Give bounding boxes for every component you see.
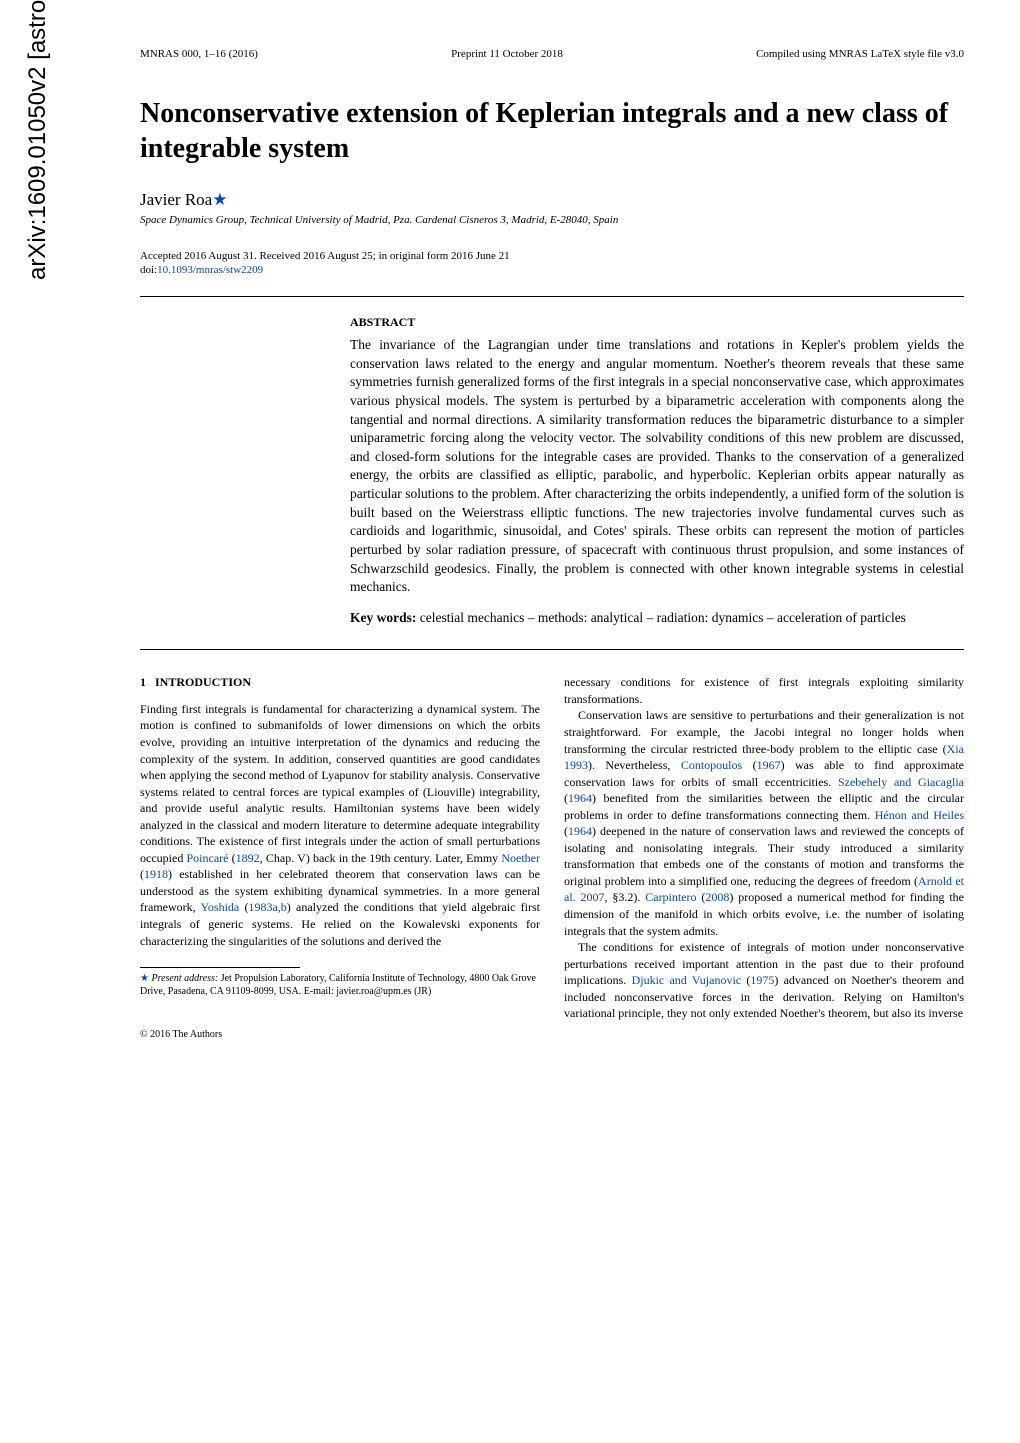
body-paragraph: Finding first integrals is fundamental f… [140, 701, 540, 949]
citation-link[interactable]: Szebehely and Giacaglia [838, 775, 964, 789]
citation-year-link[interactable]: 1983a,b [248, 900, 286, 914]
rule-top [140, 296, 964, 297]
citation-year-link[interactable]: 1892 [236, 851, 260, 865]
citation-link[interactable]: Poincaré [187, 851, 229, 865]
citation-link[interactable]: Djukic and Vujanovic [632, 973, 742, 987]
header-center: Preprint 11 October 2018 [451, 48, 563, 60]
rule-bottom [140, 649, 964, 650]
citation-year-link[interactable]: 1964 [568, 824, 592, 838]
citation-link[interactable]: Yoshida [200, 900, 239, 914]
doi-label: doi: [140, 264, 157, 276]
header-left: MNRAS 000, 1–16 (2016) [140, 48, 258, 60]
keywords-line: Key words: celestial mechanics – methods… [350, 609, 964, 628]
text-run: ) deepened in the nature of conservation… [564, 824, 964, 888]
footnote: ★ Present address: Jet Propulsion Labora… [140, 972, 540, 998]
body-paragraph: The conditions for existence of integral… [564, 939, 964, 1022]
header-right: Compiled using MNRAS LaTeX style file v3… [756, 48, 964, 60]
body-paragraph: necessary conditions for existence of fi… [564, 674, 964, 707]
doi-line: doi:10.1093/mnras/stw2209 [140, 264, 964, 276]
citation-year-link[interactable]: 1918 [144, 867, 168, 881]
abstract-text: The invariance of the Lagrangian under t… [350, 336, 964, 597]
body-columns: 1 INTRODUCTION Finding first integrals i… [140, 674, 964, 1042]
column-left: 1 INTRODUCTION Finding first integrals i… [140, 674, 540, 1042]
text-run: ( [742, 758, 756, 772]
author-line: Javier Roa★ [140, 190, 964, 210]
citation-link[interactable]: Hénon and Heiles [875, 808, 964, 822]
text-run: , Chap. V) back in the 19th century. Lat… [260, 851, 502, 865]
abstract-heading: ABSTRACT [350, 315, 964, 330]
running-header: MNRAS 000, 1–16 (2016) Preprint 11 Octob… [140, 48, 964, 60]
author-name: Javier Roa [140, 190, 212, 209]
text-run: Conservation laws are sensitive to pertu… [564, 708, 964, 755]
text-run: ). Nevertheless, [588, 758, 681, 772]
text-run: Finding first integrals is fundamental f… [140, 702, 540, 865]
citation-year-link[interactable]: 1967 [757, 758, 781, 772]
citation-link[interactable]: Contopoulos [681, 758, 742, 772]
abstract-block: ABSTRACT The invariance of the Lagrangia… [350, 315, 964, 627]
citation-link[interactable]: Noether [501, 851, 540, 865]
citation-link[interactable]: Carpintero [645, 890, 696, 904]
column-right: necessary conditions for existence of fi… [564, 674, 964, 1042]
citation-year-link[interactable]: 1975 [750, 973, 774, 987]
copyright-footer: © 2016 The Authors [140, 1028, 540, 1042]
body-paragraph: Conservation laws are sensitive to pertu… [564, 707, 964, 939]
footnote-rule [140, 967, 300, 968]
keywords-label: Key words: [350, 610, 416, 625]
doi-link[interactable]: 10.1093/mnras/stw2209 [157, 264, 263, 276]
citation-year-link[interactable]: 1964 [568, 791, 592, 805]
affiliation: Space Dynamics Group, Technical Universi… [140, 214, 964, 226]
section-heading: 1 INTRODUCTION [140, 674, 540, 691]
section-number: 1 [140, 675, 146, 689]
paper-title: Nonconservative extension of Keplerian i… [140, 96, 964, 166]
author-footnote-link[interactable]: ★ [212, 190, 227, 209]
text-run: ( [741, 973, 750, 987]
footnote-star: ★ [140, 973, 149, 984]
footnote-label: Present address: [149, 973, 218, 984]
submission-dates: Accepted 2016 August 31. Received 2016 A… [140, 250, 964, 262]
text-run: , §3.2). [605, 890, 646, 904]
keywords-text: celestial mechanics – methods: analytica… [416, 610, 906, 625]
arxiv-identifier: arXiv:1609.01050v2 [astro-ph.EP] 6 Sep 2… [24, 0, 52, 280]
text-run: ( [228, 851, 235, 865]
section-title: INTRODUCTION [155, 675, 251, 689]
citation-year-link[interactable]: 2008 [705, 890, 729, 904]
